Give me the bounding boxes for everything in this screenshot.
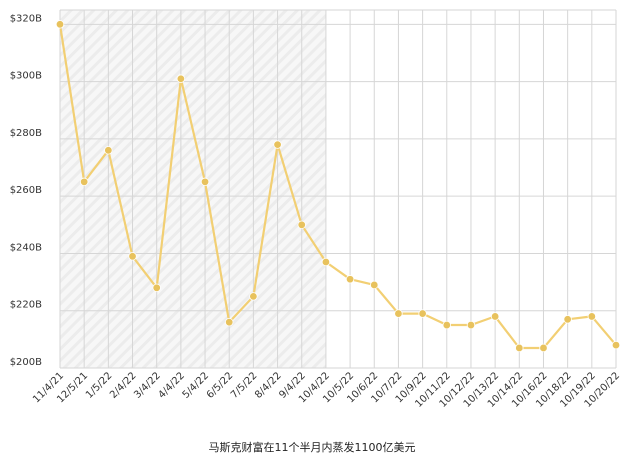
x-tick-label: 6/5/22 xyxy=(205,370,236,401)
data-point xyxy=(152,283,161,293)
data-point xyxy=(611,340,621,350)
x-tick-label: 4/4/22 xyxy=(156,370,187,401)
data-point xyxy=(128,252,137,261)
data-point xyxy=(539,343,548,353)
data-point xyxy=(466,320,476,330)
data-point xyxy=(297,220,306,229)
data-point xyxy=(176,74,186,83)
data-point xyxy=(515,343,524,353)
y-tick-label: $280B xyxy=(10,128,42,139)
y-tick-label: $240B xyxy=(10,242,42,253)
data-point xyxy=(79,177,89,187)
x-tick-label: 7/5/22 xyxy=(229,370,260,401)
y-tick-label: $300B xyxy=(10,71,42,82)
data-point xyxy=(55,20,65,29)
data-point xyxy=(442,320,451,330)
chart-caption: 马斯克财富在11个半月内蒸发1100亿美元 xyxy=(208,441,416,454)
data-point xyxy=(394,309,403,318)
data-point xyxy=(200,177,210,187)
data-point xyxy=(249,292,258,301)
data-point xyxy=(273,140,282,149)
data-point xyxy=(104,146,113,155)
data-point xyxy=(370,280,379,290)
data-point xyxy=(321,257,331,267)
y-tick-label: $200B xyxy=(10,357,42,368)
x-tick-label: 1/5/22 xyxy=(84,370,115,401)
data-point xyxy=(345,275,355,284)
y-tick-label: $260B xyxy=(10,185,42,196)
y-tick-label: $220B xyxy=(10,300,42,311)
x-tick-label: 2/4/22 xyxy=(108,370,139,401)
data-point xyxy=(418,309,427,318)
data-point xyxy=(563,315,572,324)
x-tick-label: 5/4/22 xyxy=(181,370,212,401)
shaded-period xyxy=(60,10,326,368)
data-point xyxy=(587,312,597,321)
x-tick-label: 8/4/22 xyxy=(253,370,284,401)
data-point xyxy=(225,317,234,327)
data-point xyxy=(490,312,500,321)
y-tick-label: $320B xyxy=(10,13,42,24)
x-tick-label: 3/4/22 xyxy=(132,370,163,401)
